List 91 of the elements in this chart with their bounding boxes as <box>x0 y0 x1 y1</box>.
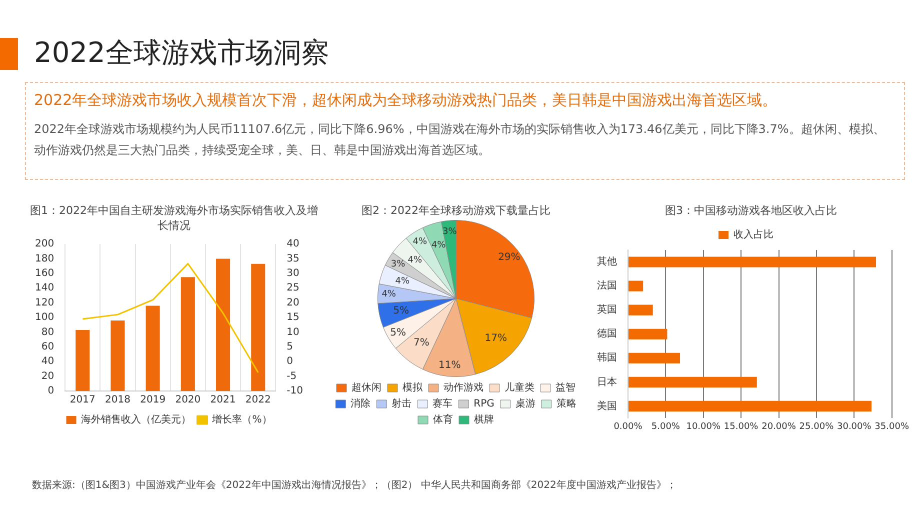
legend-label: 动作游戏 <box>444 382 484 394</box>
bar <box>628 376 757 388</box>
y-tick-label: 160 <box>34 268 54 279</box>
chart-title: 图3：中国移动游戏各地区收入占比 <box>664 203 838 218</box>
y-tick-label: 法国 <box>597 280 617 292</box>
legend-label: RPG <box>474 398 494 410</box>
bar <box>251 264 266 391</box>
x-tick-label: 2017 <box>70 394 96 406</box>
x-tick-label: 15.00% <box>724 422 759 432</box>
bar <box>146 306 160 391</box>
y2-tick-label: -10 <box>286 386 304 397</box>
bar <box>628 328 668 340</box>
data-label: 4% <box>408 255 423 266</box>
y2-tick-label: 10 <box>286 326 300 338</box>
x-tick-label: 30.00% <box>836 422 872 432</box>
x-tick-label: 5.00% <box>651 422 680 432</box>
y-tick-label: 英国 <box>597 304 617 316</box>
legend-label: 模拟 <box>402 382 424 394</box>
legend-label: 射击 <box>392 398 412 410</box>
legend-label: 桌游 <box>515 398 536 410</box>
y-tick-label: 60 <box>41 341 54 352</box>
source-note: 数据来源:（图1&图3）中国游戏产业年会《2022年中国游戏出海情况报告》；（图2） 中华人民共和国商务部《2022年度中国游戏产业报告》； <box>32 478 676 492</box>
y-tick-label: 其他 <box>597 256 617 268</box>
bar <box>216 258 230 391</box>
legend-label: 体育 <box>433 414 453 426</box>
text: 2022年全球游戏市场收入规模首次下滑，超休闲成为全球移动游戏热门品类，美日韩是中国游戏出海首选区域。 <box>34 91 778 110</box>
legend-label: 益智 <box>556 382 576 394</box>
data-label: 5% <box>393 305 409 316</box>
legend-label: 消除 <box>350 398 371 410</box>
data-label: 4% <box>431 240 446 250</box>
text: 2022年全球游戏市场规模约为人民币11107.6亿元，同比下降6.96%，中国游戏在海外市场的实际销售收入为173.46亿美元，同比下降3.7%。超休闲、模拟、动作游戏仍然是三大热门品类，持续受宠全球，美、日、韩是中国游戏出海首选区域。 <box>34 121 886 159</box>
y-tick-label: 140 <box>34 282 54 294</box>
x-tick-label: 2020 <box>175 394 201 406</box>
y-tick-label: 100 <box>34 312 54 324</box>
data-label: 4% <box>412 237 428 248</box>
legend-label: 超休闲 <box>352 382 382 394</box>
legend-label: 棋牌 <box>474 414 494 426</box>
bar <box>628 280 644 292</box>
y-tick-label: 200 <box>34 238 54 250</box>
data-label: 17% <box>484 332 507 344</box>
data-label: 7% <box>414 338 430 349</box>
x-tick-label: 25.00% <box>799 422 834 432</box>
bar <box>110 320 125 391</box>
y2-tick-label: -5 <box>286 370 297 382</box>
y-tick-label: 0 <box>48 386 54 397</box>
y2-tick-label: 0 <box>286 356 294 368</box>
y-tick-label: 韩国 <box>597 352 617 364</box>
x-tick-label: 2018 <box>105 394 130 406</box>
y2-tick-label: 25 <box>286 282 300 294</box>
y2-tick-label: 35 <box>286 253 300 264</box>
y-tick-label: 日本 <box>597 376 617 388</box>
data-label: 4% <box>382 290 396 300</box>
x-tick-label: 10.00% <box>686 422 721 432</box>
chart-title: 图1：2022年中国自主研发游戏海外市场实际销售收入及增长情况 <box>29 203 319 233</box>
y2-tick-label: 5 <box>286 341 294 352</box>
y-tick-label: 80 <box>41 326 54 338</box>
bar <box>628 400 872 412</box>
legend-label: 儿童类 <box>504 382 534 394</box>
data-label: 29% <box>498 252 520 263</box>
y2-tick-label: 20 <box>286 297 300 308</box>
y-tick-label: 德国 <box>597 328 617 340</box>
data-label: 11% <box>438 360 461 372</box>
bar <box>76 330 90 391</box>
bar <box>180 277 195 391</box>
x-tick-label: 0.00% <box>614 422 643 432</box>
chart-title: 图2：2022年全球移动游戏下载量占比 <box>360 203 552 218</box>
bar <box>628 352 680 364</box>
x-tick-label: 2022 <box>245 394 271 406</box>
legend-label: 增长率（%） <box>211 414 272 426</box>
data-label: 5% <box>390 327 406 338</box>
bar <box>628 304 653 316</box>
data-label: 4% <box>395 276 410 286</box>
legend-label: 海外销售收入（亿美元） <box>81 414 192 426</box>
data-label: 3% <box>390 260 406 270</box>
text: 2022全球游戏市场洞察 <box>34 35 330 71</box>
y2-tick-label: 30 <box>286 268 300 279</box>
legend-label: 收入占比 <box>734 228 774 241</box>
legend-label: 赛车 <box>432 398 453 410</box>
y-tick-label: 20 <box>41 370 54 382</box>
legend-label: 策略 <box>556 398 576 410</box>
y-tick-label: 180 <box>34 253 54 264</box>
y-tick-label: 120 <box>34 297 54 308</box>
y-tick-label: 美国 <box>597 400 617 412</box>
y-tick-label: 40 <box>41 356 54 368</box>
bar <box>628 256 876 268</box>
x-tick-label: 20.00% <box>762 422 796 432</box>
y2-tick-label: 15 <box>286 312 300 324</box>
x-tick-label: 2021 <box>210 394 236 406</box>
x-tick-label: 35.00% <box>874 422 910 432</box>
x-tick-label: 2019 <box>140 394 166 406</box>
y2-tick-label: 40 <box>286 238 300 250</box>
